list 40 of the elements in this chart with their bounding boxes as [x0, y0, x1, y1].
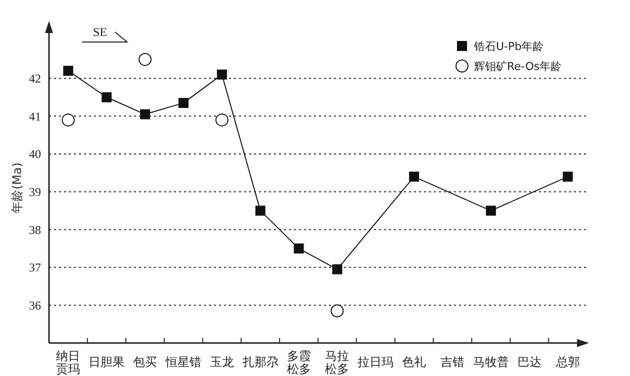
y-tick-label: 36: [29, 298, 41, 312]
x-tick-label: 马牧普: [472, 355, 509, 369]
point: [102, 92, 112, 102]
legend-label: 锆石U-Pb年龄: [473, 40, 544, 53]
y-tick-label: 39: [29, 184, 41, 199]
x-tick-label: 总郭: [554, 355, 580, 369]
point: [140, 109, 150, 120]
x-tick-label: 色礼: [402, 355, 426, 369]
x-tick-label: 扎那尕: [242, 355, 278, 369]
point: [63, 66, 74, 76]
y-tick-label: 37: [29, 260, 41, 275]
y-tick-label: 40: [29, 147, 41, 162]
y-tick-label: 42: [29, 72, 41, 86]
y-tick-label: 41: [29, 109, 41, 124]
point: [330, 304, 344, 318]
x-tick-label: 吉错: [440, 355, 464, 369]
point: [178, 98, 188, 108]
point: [486, 206, 496, 216]
point: [294, 243, 304, 254]
y-axis-title: 年龄(Ma): [10, 162, 24, 214]
y-tick-label: 38: [29, 222, 41, 237]
x-tick-label: 纳日贡玛: [56, 349, 80, 376]
annotation: SE: [92, 25, 108, 39]
point: [216, 70, 227, 80]
x-tick-label: 包买: [133, 355, 158, 369]
x-tick-label: 玉龙: [210, 355, 234, 369]
x-tick-label: 恒星错: [164, 355, 202, 369]
x-tick-label: 巴达: [517, 355, 542, 369]
point: [409, 172, 420, 182]
point: [332, 264, 342, 274]
x-tick-label: 拉日玛: [358, 355, 394, 369]
x-tick-label: 日胆果: [88, 355, 125, 369]
point: [62, 113, 75, 126]
x-tick-label: 马拉松多: [325, 349, 350, 376]
legend-label: 辉钼矿Re-Os年龄: [474, 60, 562, 73]
point: [562, 172, 573, 182]
point: [215, 113, 228, 126]
x-tick-label: 多霞松多: [286, 349, 311, 376]
point: [255, 206, 266, 216]
point: [138, 52, 152, 66]
